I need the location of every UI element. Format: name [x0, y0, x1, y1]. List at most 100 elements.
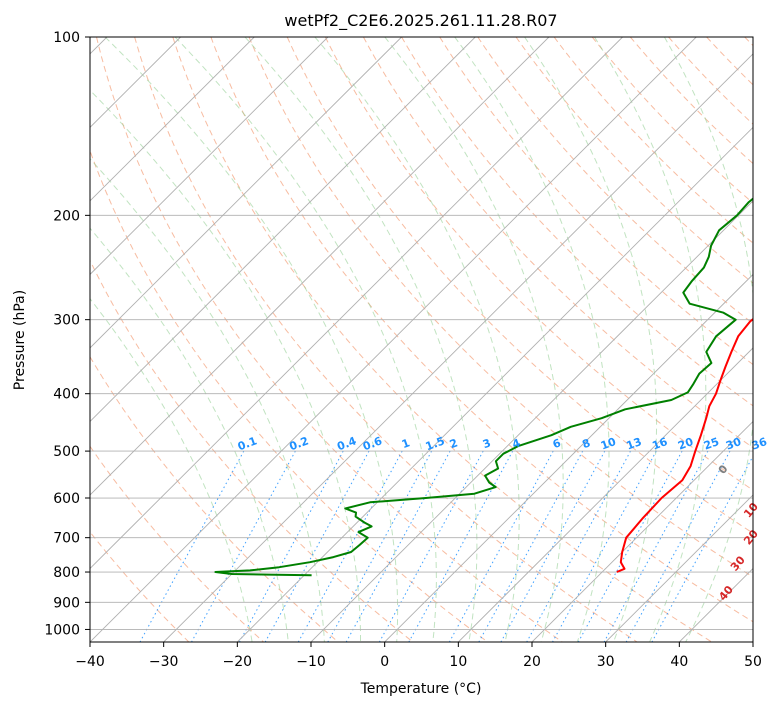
profile-series: [214, 197, 753, 577]
mixing-ratio-line: [552, 450, 657, 642]
x-axis: −40 −30 −20 −10 0 10 20 30 40 50: [75, 642, 762, 670]
mixing-ratio-line: [603, 450, 709, 642]
y-tick-label: 1000: [44, 622, 80, 638]
mixing-ratio-line: [577, 450, 683, 642]
y-axis: 100 200 300 400 500 600 700 800 900 1000: [44, 30, 90, 638]
mixing-ratio-label: 4: [510, 436, 522, 451]
temperature-profile-line: [616, 317, 753, 573]
isotherm-line: [90, 37, 329, 276]
dry-adiabat-line: [90, 259, 414, 642]
mixing-ratio-label: 36: [750, 435, 769, 453]
moist-adiabat-line: [104, 37, 399, 642]
mixing-ratio-line: [408, 450, 514, 642]
x-tick-label: 50: [744, 654, 762, 670]
y-tick-label: 900: [53, 595, 80, 611]
mixing-ratio-line: [264, 450, 370, 642]
mixing-ratio-label: 0.6: [361, 434, 384, 453]
moist-adiabat-line: [594, 37, 707, 642]
y-axis-label: Pressure (hPa): [12, 290, 28, 390]
mixing-ratio-label: 1: [400, 436, 412, 451]
mixing-ratio-label: 13: [625, 435, 644, 452]
mixing-ratio-label: 8: [580, 436, 592, 451]
isotherm-line: [90, 37, 402, 349]
y-tick-label: 300: [53, 313, 80, 329]
dry-adiabat-line: [591, 37, 753, 204]
x-tick-label: −40: [75, 654, 105, 670]
mixing-ratio-label: 0.2: [288, 434, 311, 453]
x-tick-label: 30: [597, 654, 615, 670]
mixing-ratio-line: [327, 450, 433, 642]
mixing-ratio-label: 3: [481, 436, 493, 451]
dry-adiabat-line: [90, 445, 264, 642]
x-tick-label: −30: [149, 654, 179, 670]
mixing-ratio-line: [297, 450, 403, 642]
moist-adiabat-line: [663, 37, 753, 642]
isopleth-labels: -100-90-80-70-60-50-40-30-20-10010203040…: [236, 434, 769, 603]
mixing-ratio-label: 0.1: [236, 434, 259, 453]
moist-adiabat-line: [90, 297, 253, 642]
isotherm-line: [90, 37, 550, 496]
moist-adiabat-line: [454, 37, 610, 642]
dewpoint-profile-line: [214, 197, 753, 577]
mixing-ratio-line: [448, 450, 554, 642]
moist-adiabat-line: [314, 37, 520, 642]
grid-lines: [90, 37, 753, 642]
y-tick-label: 600: [53, 491, 80, 507]
isotherm-line: [237, 126, 753, 642]
mixing-ratio-line: [526, 450, 631, 642]
dry-adiabat-line: [134, 37, 638, 642]
dry-adiabat-line: [96, 37, 563, 642]
mixing-ratio-label: 1.5: [424, 434, 447, 453]
y-tick-label: 100: [53, 30, 80, 46]
dry-adiabat-line: [324, 37, 753, 491]
dry-adiabat-line: [172, 37, 712, 642]
isotherm-line: [90, 37, 476, 423]
dry-adiabat-line: [553, 37, 753, 244]
mixing-ratio-line: [651, 455, 753, 642]
isotherm-line: [605, 494, 753, 642]
isotherm-line: [310, 200, 753, 642]
dry-adiabat-line: [90, 355, 339, 642]
isotherm-line: [384, 273, 753, 642]
dry-adiabat-line: [286, 37, 753, 534]
moist-adiabat-line: [244, 37, 478, 642]
x-tick-label: −20: [223, 654, 253, 670]
dry-adiabat-line: [248, 37, 753, 578]
x-tick-label: 20: [523, 654, 541, 670]
x-tick-label: −10: [296, 654, 326, 670]
moist-adiabat-line: [90, 227, 289, 642]
dry-adiabat-line: [401, 37, 753, 407]
mixing-ratio-label: 0.4: [335, 434, 358, 453]
mixing-ratio-label: 20: [676, 435, 695, 453]
x-axis-label: Temperature (°C): [360, 681, 482, 697]
mixing-ratio-label: 6: [551, 436, 563, 451]
isotherm-line: [531, 420, 753, 642]
isotherm-line: [90, 37, 623, 570]
mixing-ratio-line: [378, 450, 484, 642]
moist-adiabat-line: [174, 37, 437, 642]
mixing-ratio-line: [139, 450, 245, 642]
mixing-ratio-line: [625, 450, 731, 642]
mixing-ratio-label: 10: [599, 435, 618, 453]
moist-adiabat-line: [524, 37, 658, 642]
mixing-ratio-label: 16: [650, 435, 669, 453]
mixing-ratio-label: 25: [702, 435, 721, 452]
x-tick-label: 0: [380, 654, 389, 670]
x-tick-label: 10: [449, 654, 467, 670]
chart-title: wetPf2_C2E6.2025.261.11.28.R07: [284, 11, 557, 31]
y-tick-label: 700: [53, 531, 80, 547]
mixing-ratio-line: [500, 450, 606, 642]
y-tick-label: 400: [53, 387, 80, 403]
mixing-ratio-line: [345, 450, 451, 642]
x-tick-label: 40: [670, 654, 688, 670]
mixing-ratio-line: [478, 450, 584, 642]
dry-adiabat-line: [210, 37, 753, 623]
isotherm-line: [163, 53, 753, 642]
mixing-ratio-label: 30: [724, 435, 743, 453]
mixing-ratio-label: 2: [448, 436, 460, 451]
isotherm-line: [90, 37, 255, 202]
plot-frame: [89, 36, 754, 643]
mixing-ratio-line: [238, 450, 344, 642]
